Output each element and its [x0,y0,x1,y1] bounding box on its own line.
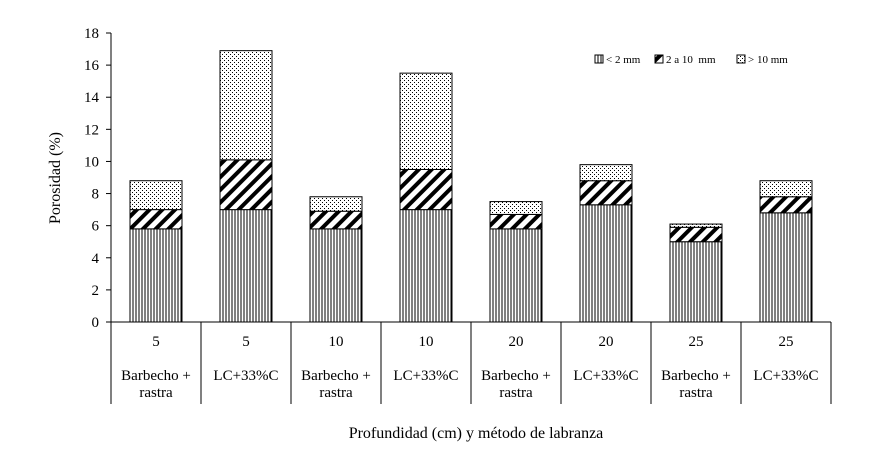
bar-segment-2 [579,180,633,206]
y-tick-label: 4 [92,251,100,267]
y-tick-label: 6 [92,219,100,235]
x-depth-label: 20 [599,334,614,350]
bar-segment-3 [669,223,723,228]
x-depth-label: 10 [419,334,434,350]
bar-segment-1 [309,228,363,323]
legend-swatch [736,54,746,64]
bar-segment-3 [759,180,813,198]
x-depth-label: 20 [509,334,524,350]
x-method-label: Barbecho + [661,368,731,384]
bar-segment-3 [219,50,273,161]
y-axis: 0 2 4 6 8 10 12 14 16 18 [84,26,112,331]
legend-swatch [594,54,604,64]
bar-segment-2 [669,226,723,243]
x-depth-label: 5 [242,334,250,350]
x-method-label-line2: rastra [679,385,713,401]
y-tick-label: 0 [92,315,100,331]
bar-segment-3 [129,180,183,211]
legend-label: > 10 mm [748,54,788,66]
bar-segment-3 [579,164,633,182]
bar-segment-2 [489,213,543,230]
bar-segment-2 [219,159,273,211]
y-tick-label: 18 [84,26,99,42]
y-tick-label: 8 [92,187,100,203]
x-depth-label: 5 [152,334,160,350]
legend-swatch [654,54,664,64]
y-tick-label: 16 [84,58,100,74]
y-tick-label: 10 [84,154,99,170]
x-depth-label: 10 [329,334,344,350]
bar-segment-1 [489,228,543,323]
legend: < 2 mm 2 a 10 mm > 10 mm [594,54,788,66]
bar-segment-1 [759,212,813,323]
x-depth-label: 25 [779,334,794,350]
x-method-label-line2: rastra [499,385,533,401]
y-axis-title: Porosidad (%) [47,132,64,224]
bar-segment-3 [489,201,543,215]
x-method-label: LC+33%C [213,368,278,384]
x-method-label: LC+33%C [573,368,638,384]
x-method-label: LC+33%C [393,368,458,384]
bar-segment-1 [129,228,183,323]
y-tick-label: 2 [92,283,100,299]
bar-segment-2 [399,168,453,211]
bar-segment-3 [399,72,453,170]
bar-segment-3 [309,196,363,212]
y-tick-label: 12 [84,122,99,138]
bars-group [129,50,813,323]
y-tick-label: 14 [84,90,100,106]
bar-segment-2 [129,209,183,230]
x-method-label: Barbecho + [481,368,551,384]
legend-label: < 2 mm [606,54,641,66]
x-method-label-line2: rastra [139,385,173,401]
bar-segment-2 [759,196,813,214]
bar-segment-1 [399,209,453,323]
x-depth-label: 25 [689,334,704,350]
x-method-label: LC+33%C [753,368,818,384]
x-method-label-line2: rastra [319,385,353,401]
bar-segment-1 [579,204,633,323]
bar-segment-1 [219,209,273,323]
x-method-label: Barbecho + [301,368,371,384]
bar-segment-2 [309,210,363,230]
x-axis-title: Profundidad (cm) y método de labranza [349,425,604,442]
bar-segment-1 [669,241,723,323]
legend-label: 2 a 10 mm [666,54,716,66]
x-method-label: Barbecho + [121,368,191,384]
